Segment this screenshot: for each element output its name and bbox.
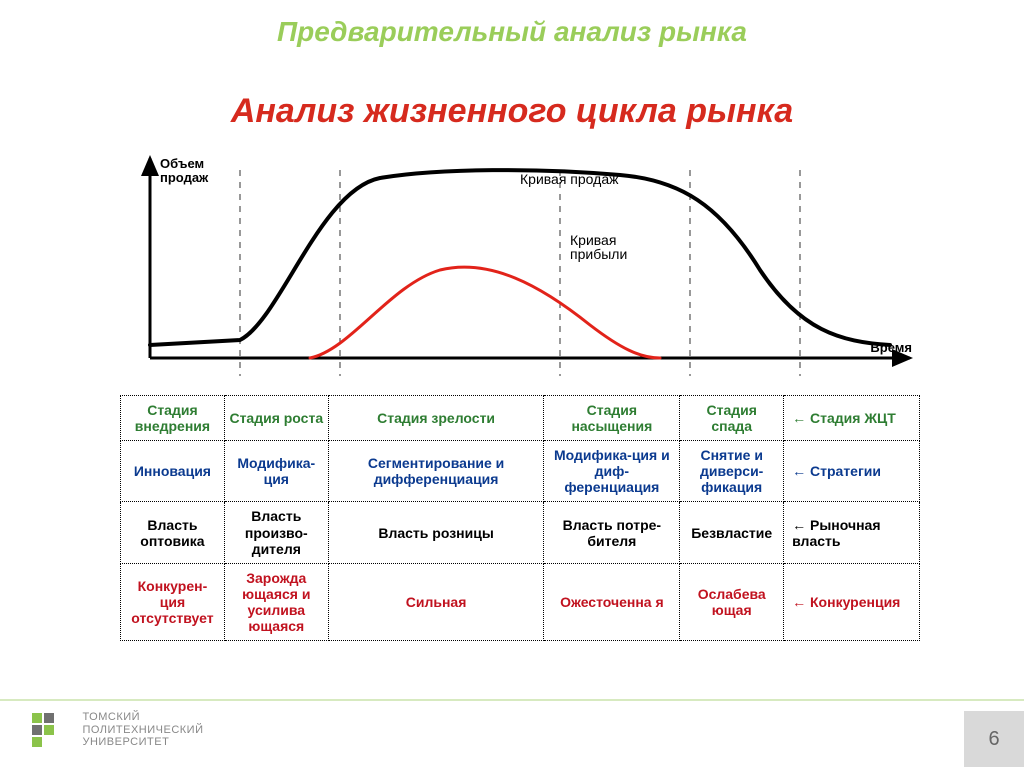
table-cell: ← Конкуренция: [784, 563, 920, 640]
table-cell: Конкурен-ция отсутствует: [121, 563, 225, 640]
table-cell: Стадия роста: [224, 396, 328, 441]
university-logo: ТОМСКИЙПОЛИТЕХНИЧЕСКИЙУНИВЕРСИТЕТ: [30, 711, 300, 751]
table-cell: Стадия внедрения: [121, 396, 225, 441]
page-number: 6: [964, 711, 1024, 767]
table-cell: Инновация: [121, 441, 225, 502]
table-cell: Власть произво-дителя: [224, 502, 328, 563]
table-cell: ← Стратегии: [784, 441, 920, 502]
logo-text: ТОМСКИЙПОЛИТЕХНИЧЕСКИЙУНИВЕРСИТЕТ: [82, 711, 203, 749]
lifecycle-table: Стадия внедренияСтадия ростаСтадия зрело…: [120, 395, 920, 641]
table-cell: Ослабева ющая: [680, 563, 784, 640]
table-cell: Власть потре-бителя: [544, 502, 680, 563]
table-cell: Стадия спада: [680, 396, 784, 441]
table-cell: Сегментирование и дифференциация: [328, 441, 544, 502]
table-cell: Безвластие: [680, 502, 784, 563]
svg-text:Криваяприбыли: Криваяприбыли: [570, 232, 627, 262]
table-cell: Модифика-ция: [224, 441, 328, 502]
table-cell: Зарожда ющаяся и усилива ющаяся: [224, 563, 328, 640]
table-cell: Ожесточенна я: [544, 563, 680, 640]
table-cell: Снятие и диверси-фикация: [680, 441, 784, 502]
table-cell: Стадия зрелости: [328, 396, 544, 441]
lifecycle-chart: ОбъемпродажВремяКривая продажКриваяприбы…: [120, 150, 920, 390]
table: Стадия внедренияСтадия ростаСтадия зрело…: [120, 395, 920, 641]
main-title: Анализ жизненного цикла рынка: [0, 92, 1024, 131]
pretitle: Предварительный анализ рынка: [0, 16, 1024, 48]
footer: ТОМСКИЙПОЛИТЕХНИЧЕСКИЙУНИВЕРСИТЕТ 6: [0, 697, 1024, 767]
table-cell: Модифика-ция и диф-ференциация: [544, 441, 680, 502]
table-cell: Сильная: [328, 563, 544, 640]
table-cell: ← Рыночная власть: [784, 502, 920, 563]
table-cell: Власть оптовика: [121, 502, 225, 563]
table-cell: ← Стадия ЖЦТ: [784, 396, 920, 441]
chart-svg: ОбъемпродажВремяКривая продажКриваяприбы…: [120, 150, 920, 390]
svg-text:Объемпродаж: Объемпродаж: [160, 156, 209, 185]
table-cell: Стадия насыщения: [544, 396, 680, 441]
slide: { "pretitle": {"text":"Предварительный а…: [0, 0, 1024, 767]
table-cell: Власть розницы: [328, 502, 544, 563]
logo-mark: [30, 711, 70, 756]
svg-text:Кривая продаж: Кривая продаж: [520, 171, 619, 187]
